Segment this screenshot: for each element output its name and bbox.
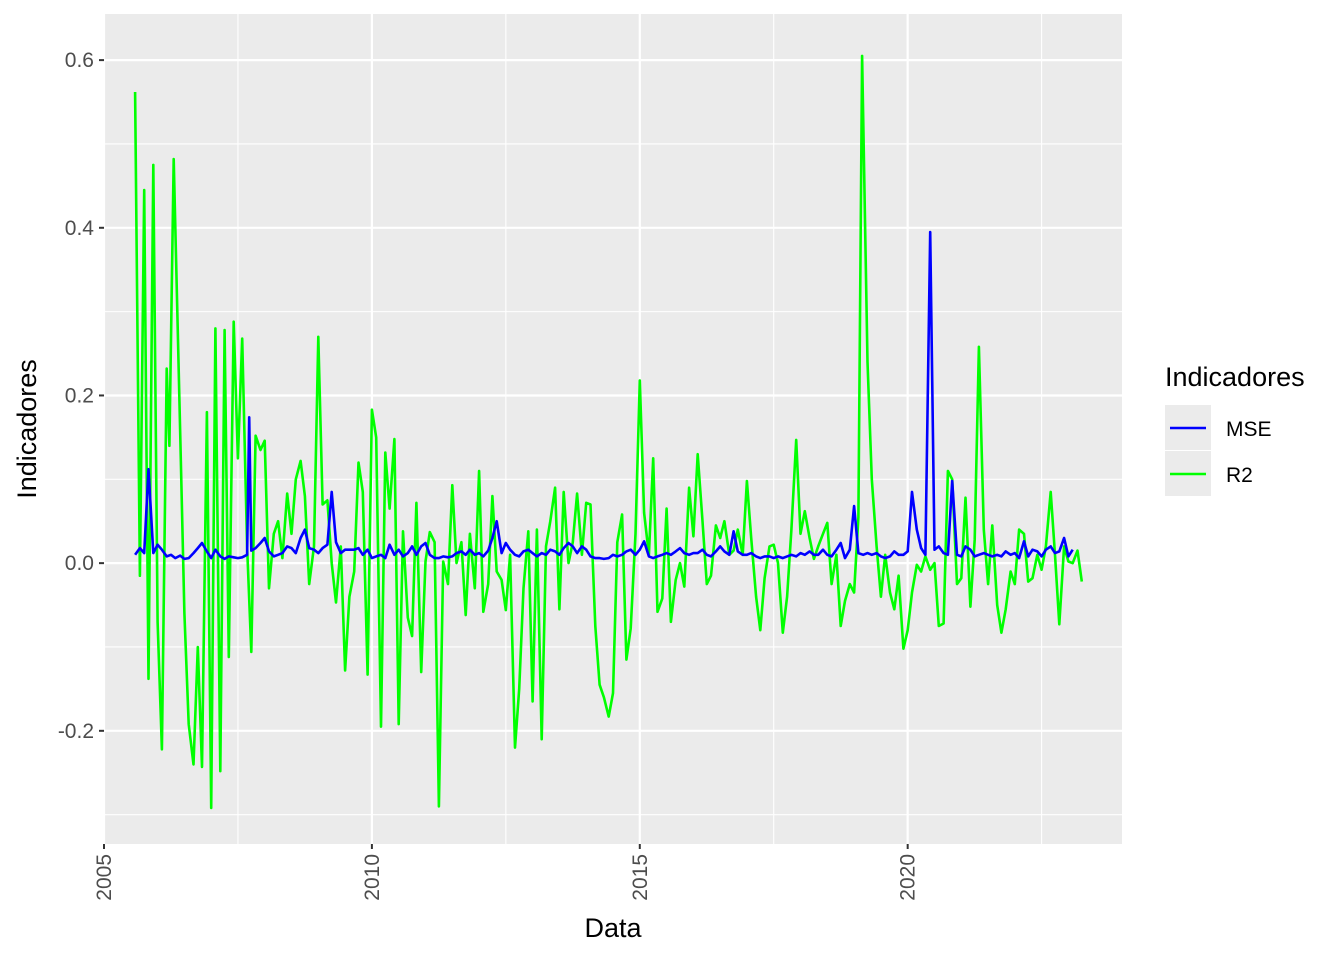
series-lines [133, 54, 1084, 810]
series-line-mse [134, 230, 1074, 561]
series-line-r2 [133, 54, 1084, 810]
y-axis-ticks: -0.2 0.0 0.2 0.4 0.6 [58, 49, 104, 743]
x-tick-label: 2015 [629, 854, 652, 901]
legend-label-mse: MSE [1226, 418, 1272, 441]
x-tick-label: 2005 [93, 854, 116, 901]
y-tick-label: 0.4 [65, 217, 95, 240]
gridlines [102, 14, 1122, 844]
legend-title: Indicadores [1165, 362, 1305, 392]
y-tick-label: 0.2 [65, 384, 94, 407]
x-tick-label: 2010 [361, 854, 384, 901]
y-axis-title: Indicadores [12, 359, 42, 499]
plot-panel [104, 14, 1122, 844]
x-axis-title: Data [584, 913, 642, 943]
legend-label-r2: R2 [1226, 464, 1253, 487]
x-axis-ticks: 2005 2010 2015 2020 [93, 844, 920, 901]
y-tick-label: -0.2 [58, 720, 94, 743]
x-tick-label: 2020 [897, 854, 920, 901]
y-tick-label: 0.0 [65, 552, 94, 575]
y-tick-label: 0.6 [65, 49, 94, 72]
legend: Indicadores MSE R2 [1165, 362, 1305, 496]
